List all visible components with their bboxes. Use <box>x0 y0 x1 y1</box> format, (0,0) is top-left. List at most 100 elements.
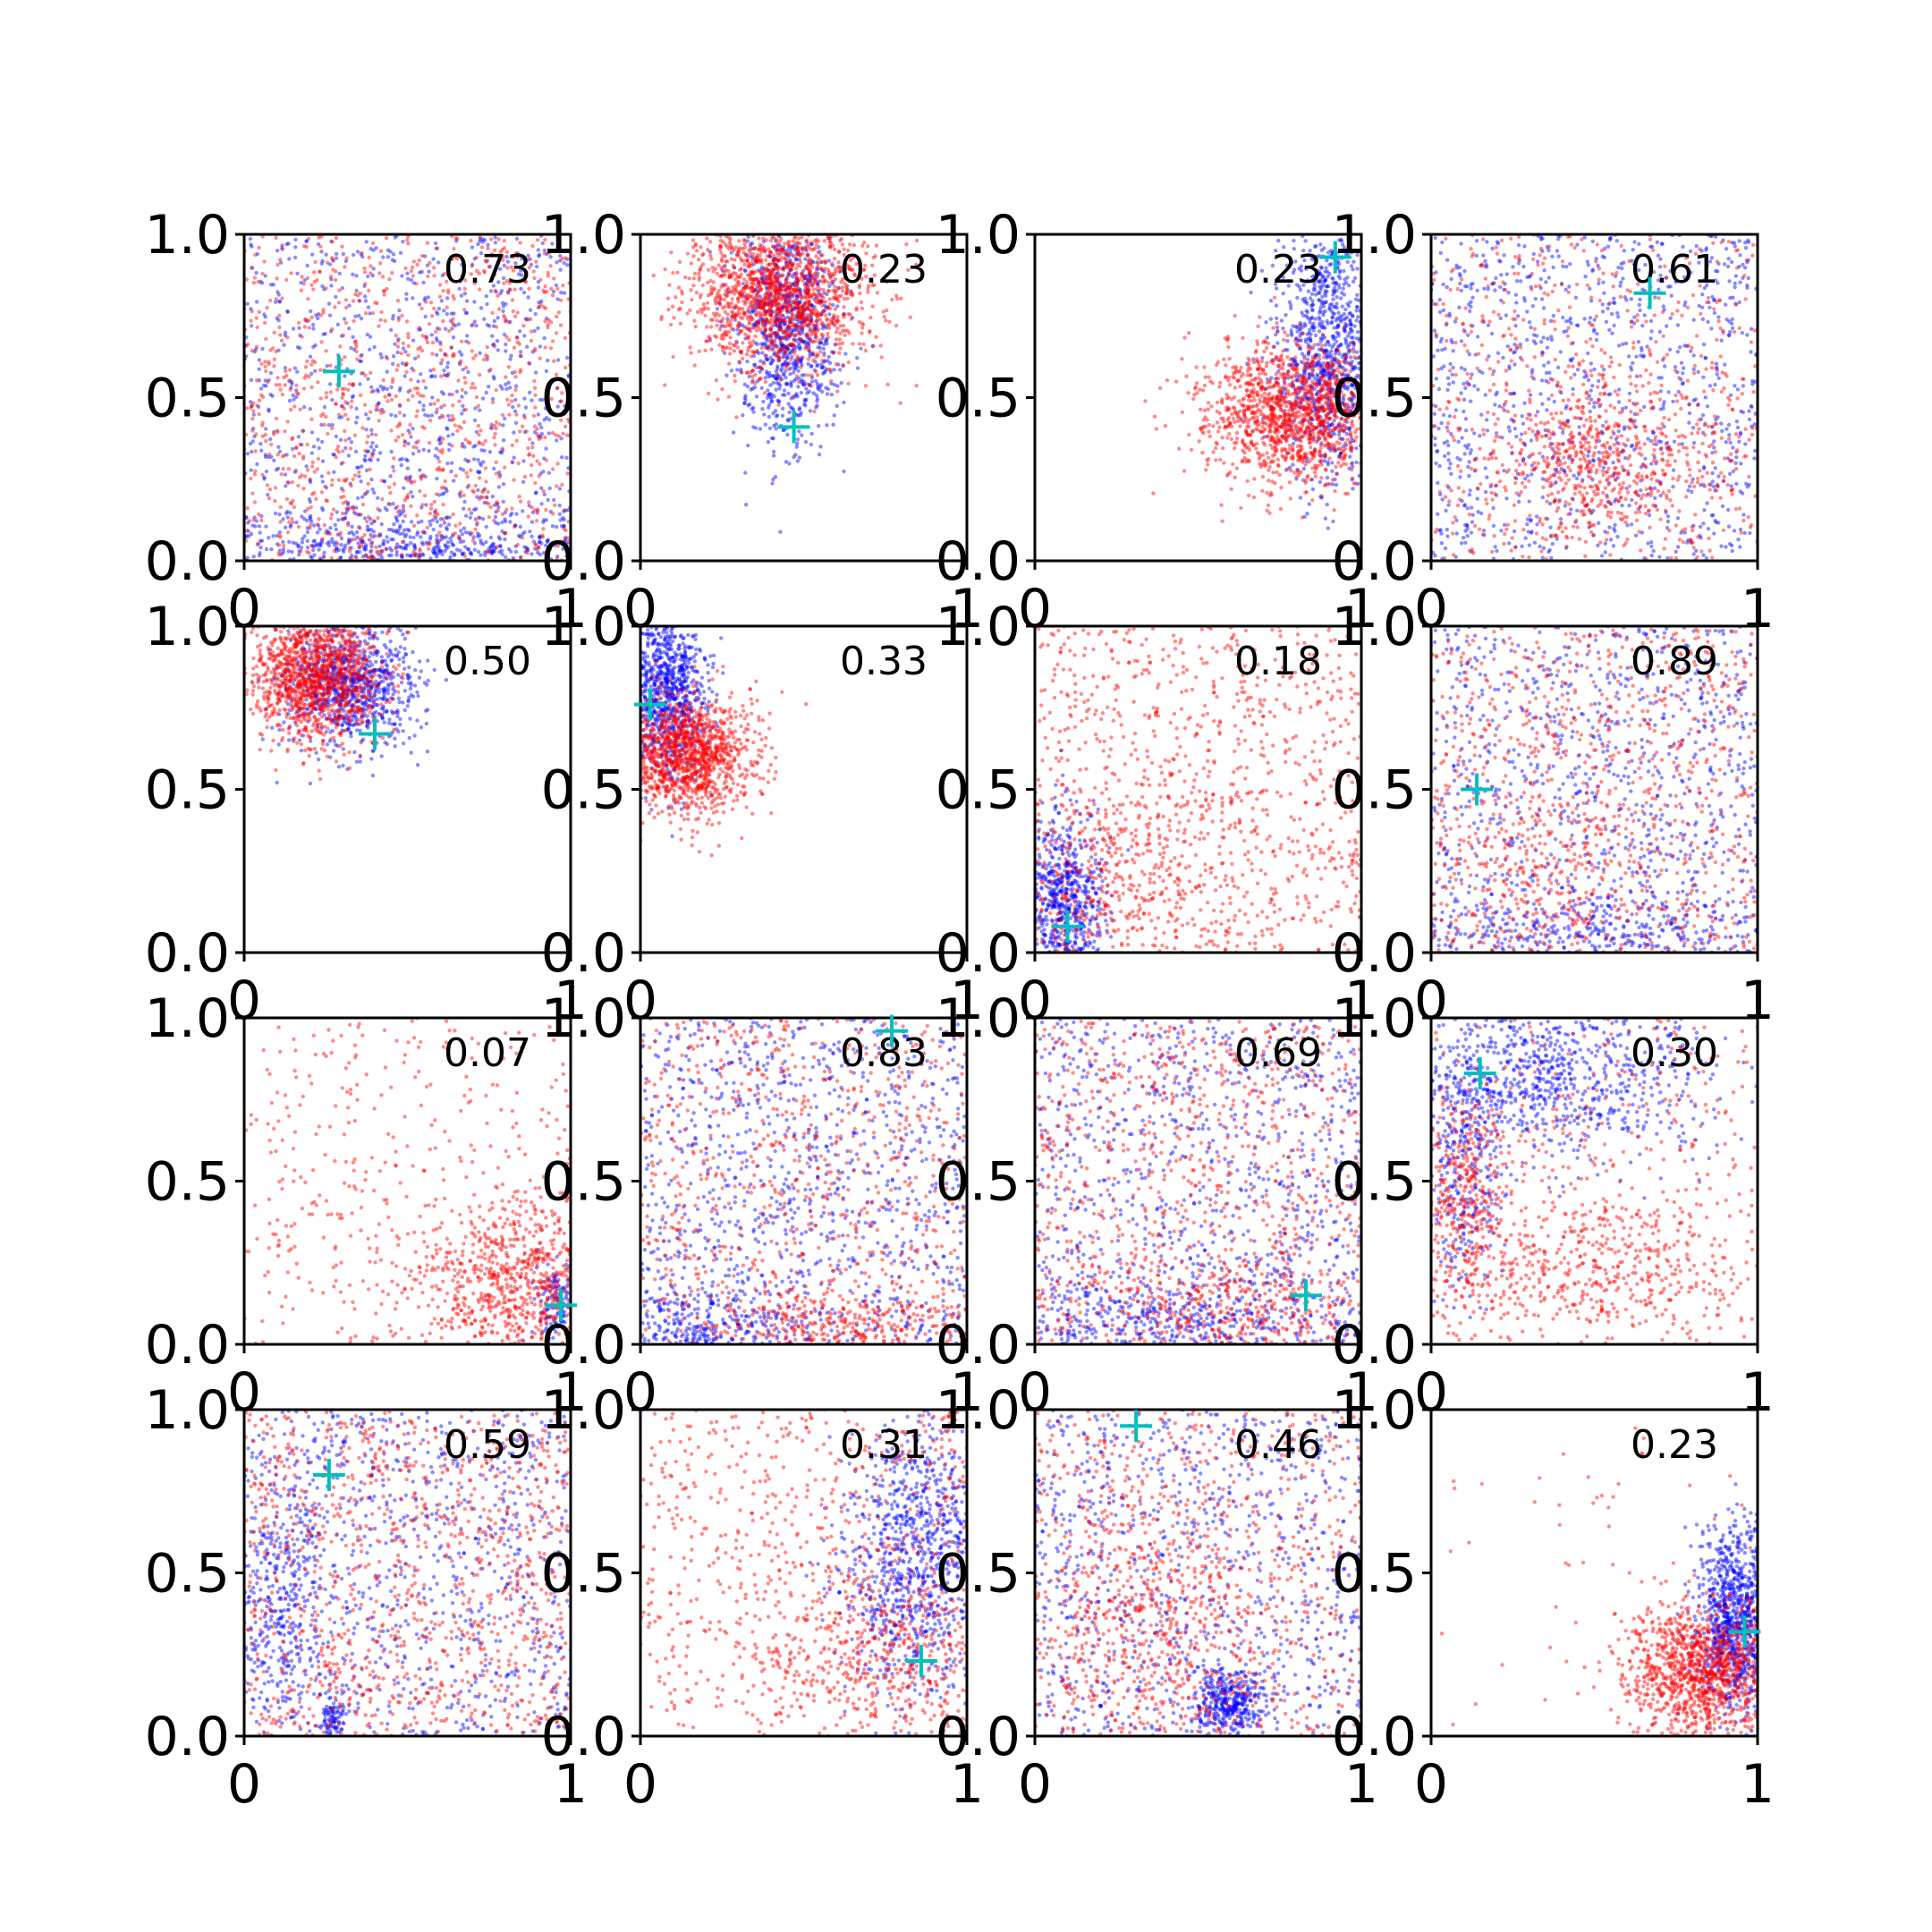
red-point <box>347 382 352 386</box>
blue-point <box>370 555 375 560</box>
red-point <box>397 423 402 428</box>
blue-point <box>764 345 769 351</box>
red-point <box>768 254 773 259</box>
blue-point <box>743 268 748 274</box>
blue-point <box>825 392 830 396</box>
blue-point <box>565 257 570 261</box>
red-point <box>481 357 487 362</box>
blue-point <box>1313 333 1318 338</box>
blue-point <box>438 340 443 344</box>
blue-point <box>494 290 498 294</box>
red-point <box>556 434 561 438</box>
blue-point <box>469 511 474 515</box>
blue-point <box>774 387 778 392</box>
blue-point <box>511 555 515 561</box>
red-point <box>296 320 301 326</box>
red-point <box>739 349 744 353</box>
blue-point <box>814 324 818 329</box>
blue-point <box>802 397 807 402</box>
red-point <box>440 451 445 455</box>
blue-point <box>264 469 269 474</box>
blue-point <box>522 530 527 535</box>
red-point <box>716 263 721 267</box>
blue-point <box>797 407 801 412</box>
red-point <box>826 331 830 336</box>
blue-point <box>532 430 538 435</box>
blue-point <box>360 555 366 559</box>
red-point <box>847 331 852 335</box>
red-point <box>750 299 755 303</box>
red-point <box>882 315 886 319</box>
red-point <box>367 288 371 293</box>
blue-point <box>756 281 761 286</box>
red-point <box>324 349 328 353</box>
red-point <box>515 254 520 259</box>
blue-point <box>771 477 775 482</box>
blue-point <box>752 362 758 367</box>
blue-point <box>745 384 750 389</box>
red-point <box>432 499 436 504</box>
red-point <box>562 526 566 531</box>
blue-point <box>458 539 462 545</box>
blue-point <box>355 512 360 517</box>
red-point <box>826 305 830 309</box>
red-point <box>369 264 373 268</box>
red-point <box>741 307 745 311</box>
blue-point <box>508 386 513 390</box>
blue-point <box>397 513 402 518</box>
blue-point <box>561 515 565 521</box>
red-point <box>487 549 492 555</box>
red-point <box>783 330 787 335</box>
blue-point <box>320 439 325 445</box>
blue-point <box>775 398 780 402</box>
blue-point <box>330 397 335 402</box>
blue-point <box>436 551 441 555</box>
red-point <box>421 378 426 384</box>
blue-point <box>489 550 494 555</box>
red-point <box>397 411 402 415</box>
blue-point <box>424 540 428 545</box>
red-point <box>792 298 797 302</box>
red-point <box>745 326 750 331</box>
red-point <box>477 372 482 377</box>
blue-point <box>564 542 569 547</box>
blue-point <box>502 263 506 267</box>
blue-point <box>809 318 813 324</box>
red-point <box>305 468 310 472</box>
blue-point <box>367 457 372 462</box>
blue-point <box>754 293 758 298</box>
red-point <box>263 432 267 437</box>
blue-point <box>558 518 563 522</box>
red-point <box>847 242 852 247</box>
blue-point <box>353 449 359 454</box>
red-point <box>768 326 774 330</box>
blue-point <box>521 459 526 463</box>
red-point <box>470 538 476 543</box>
red-point <box>782 322 786 326</box>
red-point <box>784 288 788 292</box>
blue-point <box>762 332 767 337</box>
red-point <box>768 313 773 318</box>
blue-point <box>275 249 280 253</box>
red-point <box>437 530 442 535</box>
red-point <box>302 325 307 329</box>
red-point <box>784 361 790 367</box>
red-point <box>409 377 413 382</box>
blue-point <box>326 530 331 535</box>
red-point <box>785 306 791 310</box>
blue-point <box>819 383 824 387</box>
blue-point <box>784 249 789 253</box>
blue-point <box>252 515 257 520</box>
blue-point <box>555 404 560 409</box>
red-point <box>773 319 778 325</box>
red-point <box>419 306 424 311</box>
red-point <box>783 351 788 355</box>
red-point <box>290 479 295 485</box>
blue-point <box>329 277 334 282</box>
red-point <box>396 435 401 439</box>
blue-point <box>805 280 809 284</box>
blue-point <box>246 521 250 525</box>
blue-point <box>381 541 386 546</box>
blue-point <box>775 276 780 281</box>
blue-point <box>261 383 267 388</box>
